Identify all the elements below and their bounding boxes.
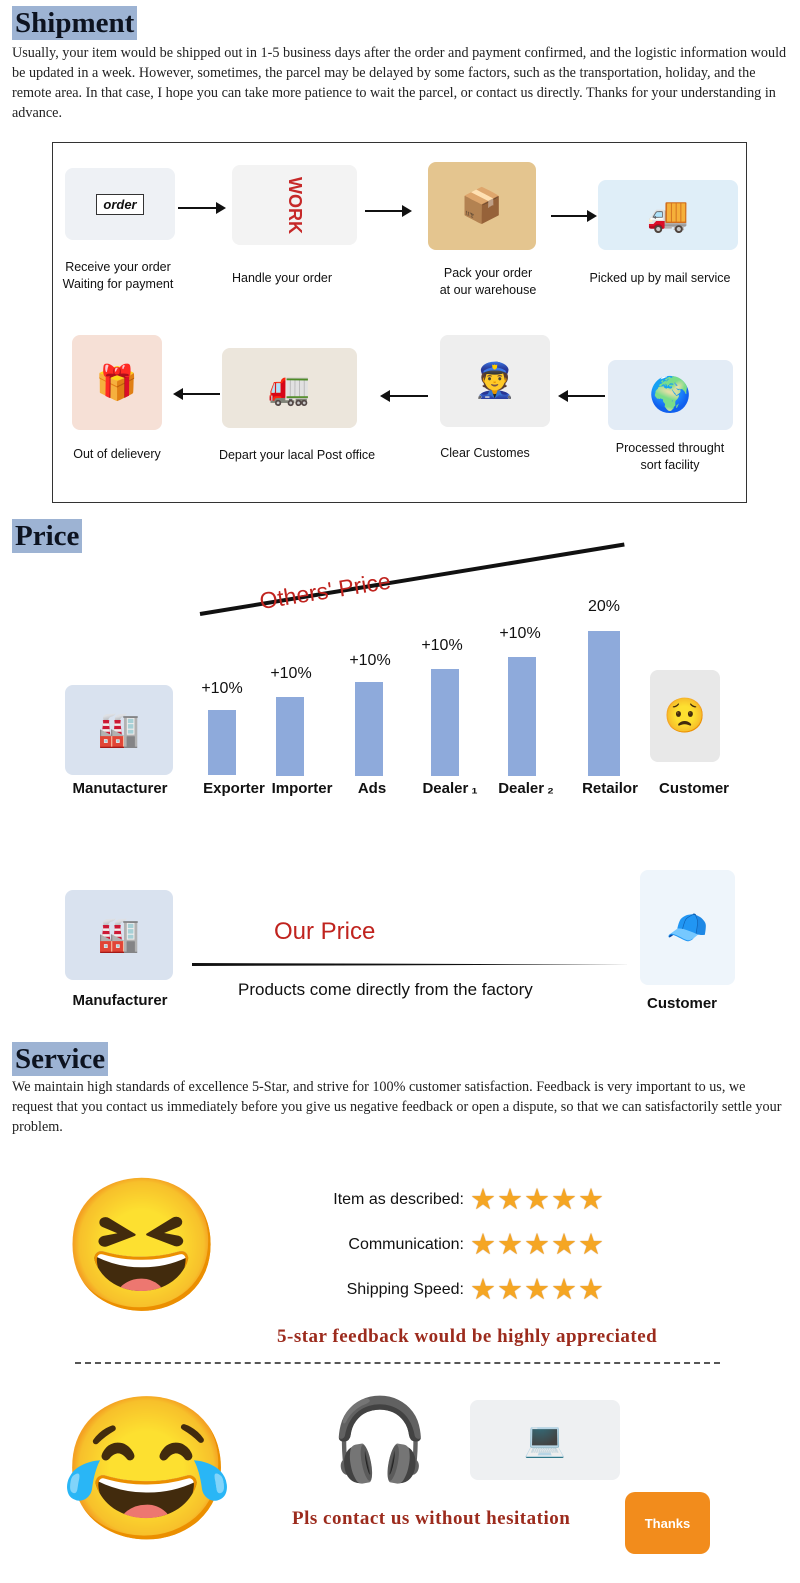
factory-icon: 🏭 [65,685,173,775]
pct-dealer1: +10% [421,637,463,654]
service-heading: Service [12,1042,109,1076]
step-label-pack: Pack your order at our warehouse [439,266,537,297]
cat-importer: Importer [271,780,333,797]
sad-customer-icon: 😟 [650,670,720,762]
thanks-emoji-badge: Thanks [625,1492,710,1554]
call-center-icon: 💻 [470,1400,620,1480]
price-heading: Price [12,519,83,553]
headset-mascot-icon: 🎧 [330,1395,430,1484]
computer-order-icon: order [65,168,175,240]
contact-message: Pls contact us without hesitation [292,1508,571,1529]
pct-retailer: 20% [587,598,621,615]
bar-importer [276,697,304,776]
arrow-right-icon [365,205,412,217]
pct-importer: +10% [270,665,312,682]
rating-label-item: Item as described: [333,1191,464,1208]
gift-delivery-icon: 🎁 [72,335,162,430]
pct-dealer2: +10% [499,625,541,642]
direct-price-arrow [192,963,632,966]
feedback-appeal: 5-star feedback would be highly apprecia… [277,1326,658,1347]
work-printer-icon: WORK [232,165,357,245]
delivery-van-icon: 🚛 [222,348,357,428]
arrow-right-icon [551,210,597,222]
laughing-emoji-icon: 😆 [61,1171,223,1318]
step-label-pickup: Picked up by mail service [589,271,731,285]
step-label-depart: Depart your lacal Post office [218,448,376,462]
dashed-divider [75,1362,720,1364]
factory-icon: 🏭 [65,890,173,980]
cat-retailer: Retailor [582,780,638,797]
step-label-sort: Processed throught sort facility [615,441,725,472]
shipment-process-diagram [52,142,747,503]
bar-ads [355,682,383,776]
bar-retailer [588,631,620,776]
arrow-left-icon [173,388,220,400]
star-rating-item: ★★★★★ [470,1184,605,1216]
our-to-label: Customer [646,995,718,1012]
pct-ads: +10% [349,652,391,669]
rating-label-shipping: Shipping Speed: [346,1281,464,1298]
our-price-caption: Products come directly from the factory [238,980,533,999]
step-label-receive: Receive your order Waiting for payment [62,260,174,291]
our-price-label: Our Price [274,918,376,945]
globe-sort-icon: 🌍 [608,360,733,430]
truck-icon: 🚚 [598,180,738,250]
shipment-heading: Shipment [12,6,138,40]
shipment-text: Usually, your item would be shipped out … [12,45,787,121]
cat-exporter: Exporter [203,780,265,797]
step-label-out-for-delivery: Out of delievery [73,447,161,461]
boxes-icon: 📦 [428,162,536,250]
step-label-handle: Handle your order [231,271,333,285]
cat-customer: Customer [658,780,730,797]
bar-exporter [208,710,236,775]
rating-label-communication: Communication: [348,1236,464,1253]
our-from-label: Manufacturer [72,992,168,1009]
cat-manufacturer: Manutacturer [72,780,168,797]
star-rating-communication: ★★★★★ [470,1229,605,1261]
customs-officer-icon: 👮 [440,335,550,427]
bar-dealer1 [431,669,459,776]
arrow-right-icon [178,202,226,214]
step-label-customs: Clear Customes [440,446,530,460]
cat-dealer1: Dealer ₁ [422,780,478,797]
delivery-boy-icon: 🧢 [640,870,735,985]
bar-dealer2 [508,657,536,776]
cat-dealer2: Dealer ₂ [498,780,554,797]
cat-ads: Ads [357,780,387,797]
others-price-label: Others' Price [257,567,393,615]
crying-laughing-emoji-icon: 😂 [59,1390,235,1547]
pct-exporter: +10% [201,680,243,697]
arrow-left-icon [380,390,428,402]
arrow-left-icon [558,390,605,402]
service-text: We maintain high standards of excellence… [12,1079,782,1135]
star-rating-shipping: ★★★★★ [470,1274,605,1306]
